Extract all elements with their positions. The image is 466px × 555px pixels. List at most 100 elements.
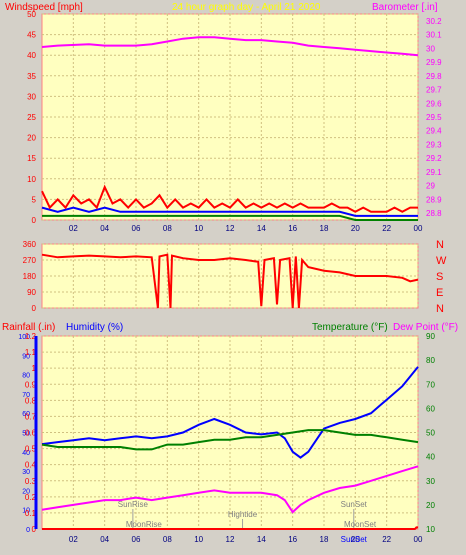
windspeed-x-tick-label: 00 xyxy=(414,224,423,233)
windspeed-y-tick-label: 5 xyxy=(32,195,37,204)
humidity-x-tick-label: 02 xyxy=(69,535,78,544)
barometer-y-tick-label: 29 xyxy=(426,182,435,191)
windspeed-series-line xyxy=(41,184,418,213)
rainfall-y-tick-label: 0.3 xyxy=(25,477,37,486)
rainfall-y-tick-label: 0.6 xyxy=(25,429,37,438)
barometer-y-tick-label: 29.7 xyxy=(426,86,442,95)
temperature-y-tick-label: 60 xyxy=(426,404,435,413)
windspeed-x-tick-label: 16 xyxy=(288,224,297,233)
windspeed-x-tick-label: 10 xyxy=(194,224,203,233)
humidity-x-tick-label: 16 xyxy=(288,535,297,544)
humidity-y-tick-label: 0 xyxy=(26,527,30,534)
windspeed-y-tick-label: 50 xyxy=(27,10,36,19)
windspeed-x-tick-label: 06 xyxy=(132,224,141,233)
barometer-y-tick-label: 29.4 xyxy=(426,127,442,136)
wind-direction-degree-label: 360 xyxy=(23,240,37,249)
rainfall-y-tick-label: 0.1 xyxy=(25,509,37,518)
annotation-label: MoonRise xyxy=(126,520,163,529)
humidity-y-tick-label: 100 xyxy=(18,334,30,341)
humidity-x-tick-label: 12 xyxy=(226,535,235,544)
windspeed-x-tick-label: 04 xyxy=(100,224,109,233)
humidity-x-tick-label: 04 xyxy=(100,535,109,544)
humidity-series-line xyxy=(41,465,419,514)
humidity-x-tick-label: 06 xyxy=(132,535,141,544)
humidity-series-line xyxy=(42,526,418,530)
humidity-y-tick-label: 70 xyxy=(22,392,30,399)
humidity-series-line xyxy=(41,366,419,459)
wind-direction-degree-ticks: 0 90 180 270 360 xyxy=(23,240,37,313)
windspeed-y-ticks: 0 5 10 15 20 25 30 35 40 45 50 xyxy=(27,10,36,225)
rainfall-y-tick-label: 0.2 xyxy=(25,493,37,502)
windspeed-x-tick-label: 14 xyxy=(257,224,266,233)
humidity-y-tick-label: 40 xyxy=(22,450,30,457)
windspeed-x-tick-label: 12 xyxy=(226,224,235,233)
windspeed-y-tick-label: 25 xyxy=(27,113,36,122)
wind-direction-degree-label: 90 xyxy=(27,288,36,297)
rainfall-axis-label: Rainfall (.in) xyxy=(2,322,55,333)
windspeed-barometer-chart: Windspeed [mph] 24 hour graph day - Apri… xyxy=(5,2,442,233)
temperature-y-tick-label: 30 xyxy=(426,477,435,486)
barometer-y-tick-label: 30.2 xyxy=(426,17,442,26)
temperature-y-tick-label: 20 xyxy=(426,501,435,510)
windspeed-y-tick-label: 40 xyxy=(27,51,36,60)
humidity-x-tick-label: 14 xyxy=(257,535,266,544)
windspeed-series-line xyxy=(41,36,419,57)
windspeed-gridlines xyxy=(42,13,419,221)
barometer-y-tick-label: 30.1 xyxy=(426,31,442,40)
humidity-y-tick-label: 20 xyxy=(22,488,30,495)
temperature-y-tick-label: 70 xyxy=(426,380,435,389)
humidity-x-tick-label: 20 xyxy=(351,535,360,544)
chart-title: 24 hour graph day - April 21 2020 xyxy=(172,2,321,13)
barometer-y-tick-label: 29.3 xyxy=(426,140,442,149)
windspeed-x-tick-label: 22 xyxy=(382,224,391,233)
humidity-y-tick-label: 90 xyxy=(22,353,30,360)
wind-direction-series xyxy=(41,253,419,309)
humidity-temperature-series xyxy=(41,366,419,530)
wind-direction-degree-label: 180 xyxy=(23,272,37,281)
temperature-y-tick-label: 80 xyxy=(426,356,435,365)
temperature-y-tick-label: 40 xyxy=(426,453,435,462)
barometer-y-tick-label: 28.9 xyxy=(426,195,442,204)
humidity-x-tick-label: 08 xyxy=(163,535,172,544)
annotation-label: SunSet xyxy=(341,535,368,544)
wind-direction-degree-label: 270 xyxy=(23,256,37,265)
barometer-y-tick-label: 29.2 xyxy=(426,154,442,163)
humidity-y-tick-label: 50 xyxy=(22,431,30,438)
humidity-y-tick-label: 80 xyxy=(22,373,30,380)
annotation-label: SunRise xyxy=(118,500,149,509)
rainfall-y-tick-label: 1.1 xyxy=(25,348,37,357)
barometer-y-tick-label: 29.8 xyxy=(426,72,442,81)
annotation-label: MoonSet xyxy=(344,520,377,529)
rainfall-y-ticks: 0 0.1 0.2 0.3 0.4 0.5 0.6 0.7 0.8 0.9 1 1.1 1.2 xyxy=(25,332,37,534)
windspeed-y-tick-label: 0 xyxy=(32,216,37,225)
windspeed-x-tick-label: 08 xyxy=(163,224,172,233)
temperature-y-tick-label: 10 xyxy=(426,525,435,534)
dew-point-axis-label: Dew Point (°F) xyxy=(393,322,458,333)
windspeed-y-tick-label: 20 xyxy=(27,134,36,143)
windspeed-x-ticks: 02 04 06 08 10 12 14 16 18 20 22 00 xyxy=(69,224,423,233)
humidity-x-ticks: 02 04 06 08 10 12 14 16 18 20 22 00 xyxy=(69,535,423,544)
windspeed-series xyxy=(41,36,419,221)
temperature-axis-label: Temperature (°F) xyxy=(312,322,388,333)
humidity-x-tick-label: 18 xyxy=(320,535,329,544)
windspeed-axis-label: Windspeed [mph] xyxy=(5,2,83,13)
temperature-y-tick-label: 90 xyxy=(426,332,435,341)
barometer-y-tick-label: 29.1 xyxy=(426,168,442,177)
annotation-label: SunSet xyxy=(341,500,368,509)
humidity-axis-label: Humidity (%) xyxy=(66,322,123,333)
rainfall-y-tick-label: 0.7 xyxy=(25,412,37,421)
windspeed-x-tick-label: 18 xyxy=(320,224,329,233)
windspeed-series-line xyxy=(42,214,418,221)
windspeed-y-tick-label: 45 xyxy=(27,31,36,40)
annotation-label: Hightide xyxy=(228,510,258,519)
rainfall-y-tick-label: 0 xyxy=(32,525,37,534)
rainfall-y-tick-label: 0.8 xyxy=(25,396,37,405)
astronomy-annotations: SunRise MoonRise Hightide SunSet MoonSet SunS… xyxy=(118,500,377,544)
humidity-x-tick-label: 22 xyxy=(382,535,391,544)
humidity-series-line xyxy=(41,429,419,451)
windspeed-x-tick-label: 20 xyxy=(351,224,360,233)
barometer-y-tick-label: 29.5 xyxy=(426,113,442,122)
